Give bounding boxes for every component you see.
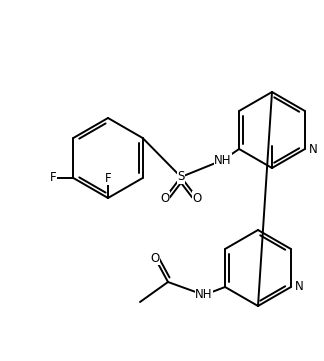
Text: O: O bbox=[192, 191, 202, 204]
Text: NH: NH bbox=[195, 288, 213, 301]
Text: NH: NH bbox=[214, 153, 232, 166]
Text: N: N bbox=[309, 143, 318, 156]
Text: N: N bbox=[295, 280, 304, 293]
Text: O: O bbox=[150, 252, 160, 265]
Text: S: S bbox=[177, 170, 185, 183]
Text: F: F bbox=[50, 171, 57, 184]
Text: F: F bbox=[105, 171, 111, 184]
Text: O: O bbox=[160, 191, 170, 204]
